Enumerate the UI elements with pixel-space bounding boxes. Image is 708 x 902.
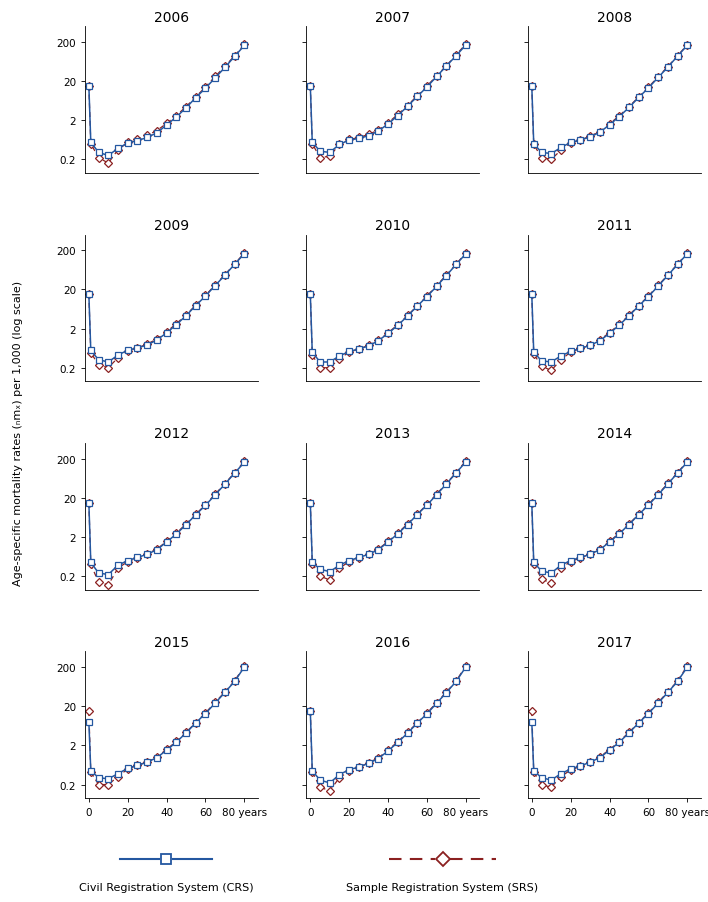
- Title: 2013: 2013: [375, 427, 411, 441]
- Title: 2010: 2010: [375, 218, 411, 233]
- Title: 2014: 2014: [597, 427, 632, 441]
- Title: 2007: 2007: [375, 11, 411, 24]
- Title: 2015: 2015: [154, 635, 189, 649]
- Title: 2012: 2012: [154, 427, 189, 441]
- Title: 2009: 2009: [154, 218, 189, 233]
- Title: 2016: 2016: [375, 635, 411, 649]
- Text: Sample Registration System (SRS): Sample Registration System (SRS): [346, 882, 539, 892]
- Title: 2006: 2006: [154, 11, 189, 24]
- Text: Age-specific mortality rates (ₙmₓ) per 1,000 (log scale): Age-specific mortality rates (ₙmₓ) per 1…: [13, 281, 23, 585]
- Title: 2008: 2008: [597, 11, 632, 24]
- Text: Civil Registration System (CRS): Civil Registration System (CRS): [79, 882, 253, 892]
- Title: 2011: 2011: [597, 218, 632, 233]
- Title: 2017: 2017: [597, 635, 632, 649]
